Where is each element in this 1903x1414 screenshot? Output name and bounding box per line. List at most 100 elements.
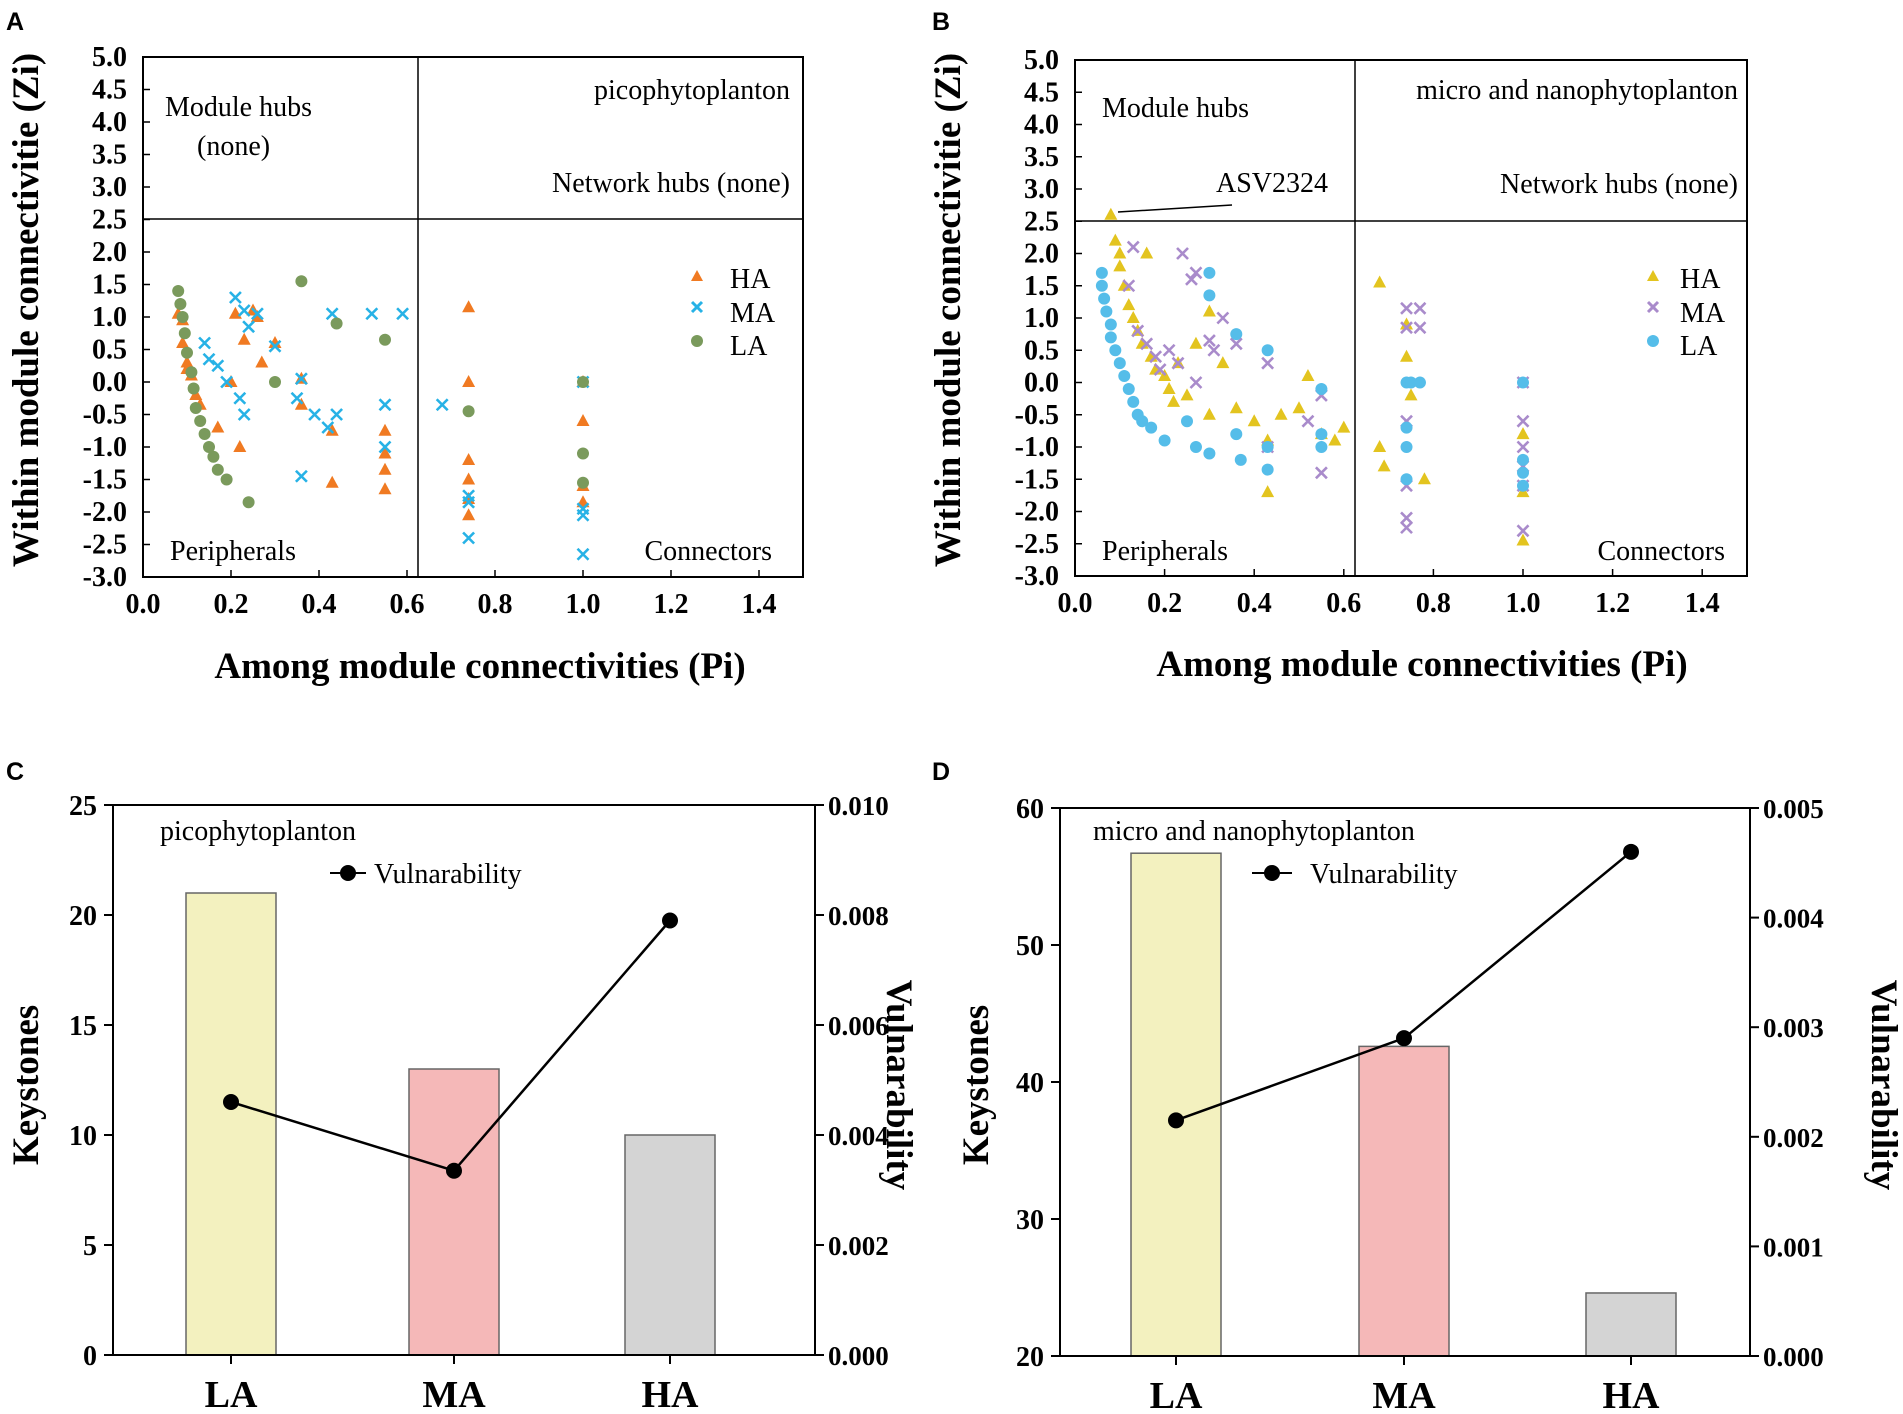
panel-a-point-ma [576,547,590,561]
panel-b-point-ha [1301,369,1315,382]
panel-c-y2label: Vulnarability [878,980,919,1191]
panel-b-point-ma [1122,279,1136,293]
panel-b-point-la [1203,289,1216,302]
panel-b-ytick-label: 4.0 [1024,110,1059,141]
panel-c-y2tick-label: 0.000 [828,1341,889,1371]
panel-c-vulnerability-line [223,912,678,1179]
legend-b-la-marker [1647,335,1659,347]
panel-a-point-ha [237,332,251,345]
panel-c-y2tick-label: 0.004 [828,1121,889,1151]
panel-b-point-ha [1400,317,1414,330]
panel-a-point-ha [462,492,476,504]
panel-letter-c: C [6,758,24,786]
legend-a-ha-marker [691,270,703,281]
panel-a-point-la [269,376,281,388]
panel-a-point-ha [378,423,392,436]
panel-b-xtick-label: 0.4 [1237,588,1272,619]
panel-c-bars [185,892,716,1356]
panel-d-y2tick-label: 0.002 [1763,1123,1824,1153]
panel-b-ytick-label: -3.0 [1015,561,1059,592]
panel-b-ytick-label: 1.0 [1024,303,1059,334]
panel-c-line-point-ha [662,912,678,929]
panel-d-ytick-label: 20 [1016,1342,1044,1373]
panel-b-ytick-label: 3.0 [1024,174,1059,205]
panel-a-point-la [211,463,224,476]
panel-a-ytick-label: -1.5 [83,465,127,496]
panel-b-point-ma [1153,363,1167,377]
panel-b-xtick-label: 1.2 [1595,588,1630,619]
panel-a-point-ha [378,462,392,475]
panel-d-vulnerability-line [1168,843,1639,1129]
panel-b-point-ma [1301,414,1315,428]
panel-a-point-la [577,447,589,460]
panel-a-xtick-label: 1.0 [566,589,601,620]
panel-d-category-label: LA [1150,1375,1203,1414]
panel-a-point-ha [462,375,476,387]
legend-c-marker [340,865,356,881]
panel-a-point-la [295,275,308,288]
panel-a-ytick-label: -2.5 [83,530,127,561]
panel-b-point-ha [1373,440,1387,452]
panel-d-ylabel: Keystones [956,1005,997,1165]
panel-b-point-ma [1189,266,1203,280]
panel-b-point-ma [1413,321,1427,335]
panel-a-point-ha [233,440,247,452]
panel-b-point-la [1400,441,1413,453]
panel-c-ytick-label: 25 [69,791,97,822]
panel-a-point-ha [462,508,476,521]
panel-c-category-label: HA [642,1374,700,1414]
panel-b-point-la [1230,328,1243,341]
panel-b-connectors-label: Connectors [1597,536,1725,567]
panel-b-point-la [1104,331,1117,344]
legend-d-marker [1264,865,1280,881]
panel-a-point-ha [378,482,392,495]
panel-b-point-ma [1202,334,1216,347]
panel-c-ytick-label: 10 [69,1121,97,1152]
panel-a-point-ha [250,310,264,322]
panel-a-point-ha [462,472,476,485]
panel-b-point-ma [1140,337,1154,351]
panel-d-line-point-la [1168,1112,1184,1129]
panel-c-ytick-label: 0 [83,1341,97,1372]
legend-a-ma: MA [730,298,776,329]
panel-b-point-ha [1108,233,1122,246]
panel-a-point-ha [325,475,339,488]
panel-a-point-ma [220,375,234,389]
panel-b-ytick-label: -2.0 [1015,497,1059,528]
panel-b-point-la [1104,318,1117,331]
panel-a-point-ha [180,355,194,368]
panel-a-ytick-label: 0.0 [92,367,127,398]
panel-b-point-ma [1176,247,1189,260]
panel-a-xtick-label: 0.4 [302,589,337,620]
panel-a-point-la [194,415,207,427]
legend-a-ma-marker [690,300,704,314]
panel-a-ytick-label: -3.0 [83,562,127,593]
panel-b-point-ha [1247,414,1261,427]
panel-b-point-ma [1185,272,1198,286]
panel-b-point-ma [1400,301,1413,315]
panel-b-points [1095,207,1530,546]
panel-c-category-label: MA [422,1374,486,1414]
legend-b-ma: MA [1680,298,1726,329]
panel-b-point-ma [1162,343,1176,357]
panel-b-point-ha [1337,420,1351,433]
panel-b-ytick-label: 3.5 [1024,142,1059,173]
panel-d-axes: 20 30 40 50 60 0.000 0.001 0.002 0.003 0.004 0.005… [1016,794,1824,1414]
panel-a-point-ma [202,352,216,366]
legend-d-label: Vulnarability [1310,859,1458,890]
panel-b-point-ma [1400,321,1413,335]
panel-b-point-la [1517,479,1529,492]
panel-a-ytick-label: 1.5 [92,270,127,301]
panel-b-point-ha [1113,246,1127,259]
panel-a-ytick-label: 1.0 [92,302,127,333]
panel-b-point-ha [1377,459,1391,472]
panel-a-point-la [330,317,343,330]
panel-c-ytick-label: 5 [83,1231,97,1262]
panel-a-point-la [242,496,255,509]
panel-b-xtick-label: 0.6 [1326,588,1361,619]
panel-b-point-ma [1229,337,1243,351]
panel-c-ytick-label: 20 [69,901,97,932]
panel-b-ytick-label: 1.5 [1024,271,1059,302]
panel-b-annotation: ASV2324 [1216,168,1328,199]
panel-d-y2tick-label: 0.003 [1763,1013,1824,1043]
